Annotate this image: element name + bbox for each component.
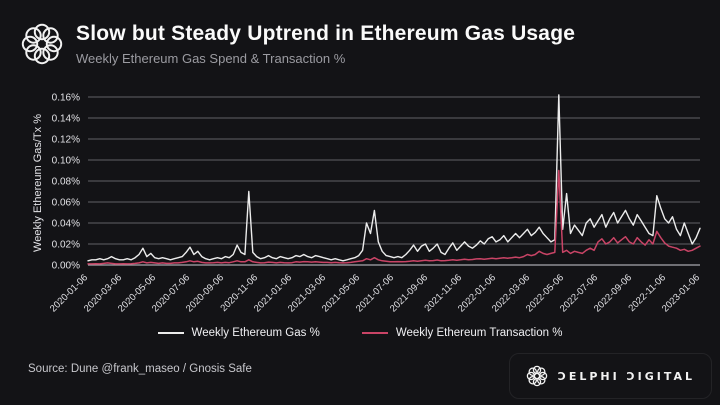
series-lines xyxy=(87,94,701,265)
legend-item-transaction: Weekly Ethereum Transaction % xyxy=(361,327,563,339)
brand-wordmark: ƆELPHI ƆIGITAL xyxy=(557,369,695,383)
y-tick-label: 0.12% xyxy=(52,135,80,146)
legend-item-gas: Weekly Ethereum Gas % xyxy=(157,327,320,339)
page-subtitle: Weekly Ethereum Gas Spend & Transaction … xyxy=(76,51,346,66)
delphi-knot-icon-small xyxy=(526,365,547,387)
chart-legend: Weekly Ethereum Gas % Weekly Ethereum Tr… xyxy=(0,327,720,339)
y-tick-label: 0.02% xyxy=(52,240,80,251)
y-tick-label: 0.10% xyxy=(52,156,80,167)
y-tick-label: 0.06% xyxy=(52,198,80,209)
series-line-gas xyxy=(87,94,701,262)
series-line-transaction xyxy=(87,169,701,265)
page-title: Slow but Steady Uptrend in Ethereum Gas … xyxy=(76,22,576,45)
legend-swatch-transaction xyxy=(361,332,388,334)
legend-label-gas: Weekly Ethereum Gas % xyxy=(191,327,320,339)
legend-swatch-gas xyxy=(157,332,184,334)
y-tick-label: 0.16% xyxy=(52,93,80,104)
y-axis-title: Weekly Ethereum Gas/Tx % xyxy=(32,114,44,252)
y-tick-labels: 0.00% 0.02% 0.04% 0.06% 0.08% 0.10% 0.12% 0.14%… xyxy=(52,93,80,272)
y-tick-label: 0.04% xyxy=(52,219,80,230)
y-tick-label: 0.08% xyxy=(52,177,80,188)
legend-label-transaction: Weekly Ethereum Transaction % xyxy=(395,327,563,339)
header: Slow but Steady Uptrend in Ethereum Gas … xyxy=(20,22,575,66)
gridlines xyxy=(88,96,700,266)
source-note: Source: Dune @frank_maseo / Gnosis Safe xyxy=(28,363,252,375)
delphi-digital-logo: ƆELPHI ƆIGITAL xyxy=(508,353,712,399)
y-tick-label: 0.14% xyxy=(52,114,80,125)
line-chart: Weekly Ethereum Gas/Tx % 0.00% 0.02% 0.04%… xyxy=(32,93,702,315)
y-tick-label: 0.00% xyxy=(52,261,80,272)
header-text: Slow but Steady Uptrend in Ethereum Gas … xyxy=(76,22,575,66)
x-tick-labels: 2020-01-062020-03-062020-05-062020-07-06… xyxy=(48,272,702,314)
delphi-knot-icon xyxy=(21,23,63,65)
